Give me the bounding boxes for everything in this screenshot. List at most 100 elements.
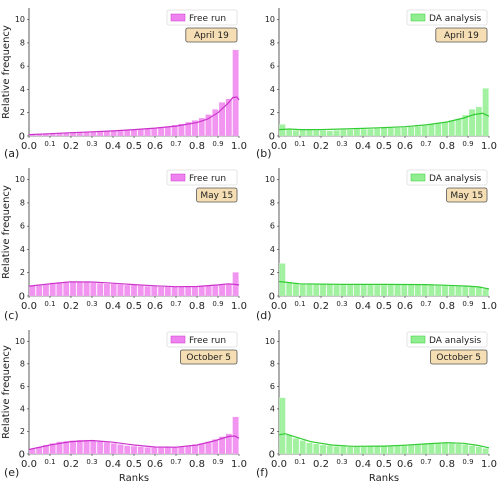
bar (123, 445, 131, 455)
bar (279, 263, 286, 297)
y-tick-label: 6 (20, 222, 25, 231)
bar (455, 118, 462, 137)
bar (42, 444, 50, 455)
panel-label: (f) (256, 466, 268, 479)
x-tick-label: 0.5 (126, 301, 142, 312)
bar (103, 283, 111, 297)
bar (407, 444, 415, 455)
y-tick-label: 6 (270, 222, 275, 231)
bar (69, 281, 77, 297)
bar (319, 284, 327, 297)
x-axis-label: Ranks (369, 473, 399, 482)
x-tick-label: 0.6 (147, 459, 163, 470)
bar (285, 434, 293, 455)
bar (448, 120, 455, 137)
bar (448, 285, 455, 297)
bar (299, 283, 306, 297)
x-tick-label: 0.2 (313, 141, 329, 152)
y-axis-label: Relative frequency (1, 345, 12, 439)
x-tick-label: 1.0 (231, 459, 247, 470)
x-tick-label: 0.7 (420, 458, 431, 466)
y-tick-label: 0 (19, 450, 25, 461)
bar (232, 416, 239, 455)
x-tick-label: 0.7 (420, 140, 431, 148)
date-label: May 15 (200, 191, 233, 201)
x-tick-label: 0.7 (420, 300, 431, 308)
bar (123, 130, 131, 137)
bar (164, 447, 172, 455)
x-tick-label: 0.9 (212, 140, 223, 148)
bar (137, 446, 145, 455)
bar (441, 442, 449, 455)
bar (76, 439, 84, 455)
x-tick-label: 0.4 (355, 459, 371, 470)
bar (171, 446, 178, 455)
panel-5: 0 2 4 6 8 10 0.0 0.1 0.2 0.3 0.4 0.5 0.6 0.7 0.8 0.9 1.0… (1, 330, 247, 482)
date-badge (196, 187, 238, 203)
y-tick-label: 6 (270, 62, 275, 71)
legend-swatch (170, 13, 186, 22)
bar (462, 114, 469, 137)
x-tick-label: 0.9 (462, 458, 473, 466)
y-tick-label: 10 (15, 337, 25, 346)
bar (333, 130, 340, 137)
x-tick-label: 0.2 (63, 459, 79, 470)
bar (353, 128, 361, 137)
y-tick-label: 10 (265, 175, 275, 184)
y-tick-label: 6 (20, 382, 25, 391)
x-tick-label: 0.3 (86, 458, 97, 466)
x-tick-label: 0.4 (105, 141, 121, 152)
y-tick-label: 0 (269, 132, 275, 143)
bar (117, 444, 124, 455)
bar (83, 281, 90, 297)
legend-label: Free run (189, 14, 226, 24)
bar (144, 447, 151, 455)
legend-swatch (410, 335, 426, 344)
panel-label: (a) (4, 147, 19, 160)
bar (56, 281, 63, 297)
bar (434, 123, 442, 137)
bar (475, 106, 483, 137)
date-badge (429, 349, 488, 365)
y-axis-label: Relative frequency (1, 185, 12, 279)
y-tick-label: 2 (270, 427, 275, 436)
bar (401, 284, 408, 297)
bar (340, 284, 347, 297)
bar (482, 288, 489, 297)
x-tick-label: 0.1 (294, 140, 305, 148)
bar (380, 284, 388, 297)
bar (137, 285, 145, 297)
bar (299, 129, 306, 137)
x-tick-label: 0.8 (439, 459, 455, 470)
bar (279, 397, 286, 455)
x-tick-label: 0.8 (439, 141, 455, 152)
y-tick-label: 8 (20, 359, 25, 368)
bar (205, 441, 212, 455)
bar (117, 284, 124, 297)
bar (90, 440, 97, 455)
legend-swatch (170, 335, 186, 344)
x-tick-label: 0.4 (355, 141, 371, 152)
kde-line (278, 280, 490, 290)
bar (468, 445, 476, 455)
bar (103, 442, 111, 455)
x-tick-label: 0.0 (271, 301, 287, 312)
bar (414, 125, 422, 137)
bar (178, 123, 185, 137)
bar (171, 124, 178, 137)
bar (299, 440, 306, 455)
bar (340, 445, 347, 455)
bar (42, 283, 50, 297)
bar (279, 124, 286, 137)
x-tick-label: 0.0 (271, 141, 287, 152)
bar (83, 439, 90, 455)
bar (313, 284, 320, 297)
x-tick-label: 0.8 (189, 301, 205, 312)
bar (346, 284, 354, 297)
x-tick-label: 0.8 (439, 301, 455, 312)
x-tick-label: 0.3 (86, 300, 97, 308)
bar (164, 286, 172, 297)
bar (319, 130, 327, 137)
bar (326, 284, 334, 297)
legend-swatch (410, 13, 426, 22)
